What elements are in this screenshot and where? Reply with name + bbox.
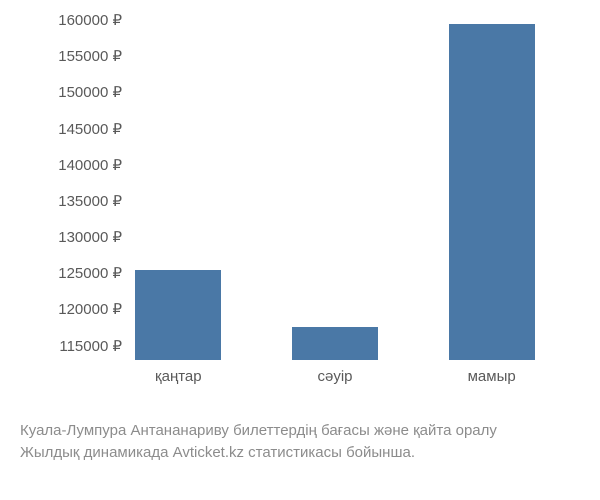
caption-line-2: Жылдық динамикада Avticket.kz статистика… xyxy=(20,442,580,464)
x-tick-label: мамыр xyxy=(468,368,516,385)
x-tick-label: сәуір xyxy=(317,368,352,385)
y-tick-label: 160000 ₽ xyxy=(58,11,122,29)
y-tick-label: 155000 ₽ xyxy=(58,47,122,65)
bar xyxy=(449,24,535,360)
y-tick-label: 145000 ₽ xyxy=(58,120,122,138)
y-tick-label: 125000 ₽ xyxy=(58,264,122,282)
x-tick-label: қаңтар xyxy=(155,368,202,385)
y-tick-label: 120000 ₽ xyxy=(58,300,122,318)
plot-region xyxy=(100,20,570,360)
chart-area xyxy=(100,20,570,400)
bar xyxy=(292,327,378,360)
y-tick-label: 150000 ₽ xyxy=(58,83,122,101)
caption-line-1: Куала-Лумпура Антананариву билеттердің б… xyxy=(20,420,580,442)
caption: Куала-Лумпура Антананариву билеттердің б… xyxy=(20,420,580,464)
y-tick-label: 135000 ₽ xyxy=(58,192,122,210)
bar xyxy=(135,270,221,360)
chart-container: 115000 ₽ 120000 ₽ 125000 ₽ 130000 ₽ 135000 ₽… xyxy=(0,0,600,500)
y-tick-label: 115000 ₽ xyxy=(59,337,122,355)
y-tick-label: 130000 ₽ xyxy=(58,228,122,246)
y-tick-label: 140000 ₽ xyxy=(58,156,122,174)
